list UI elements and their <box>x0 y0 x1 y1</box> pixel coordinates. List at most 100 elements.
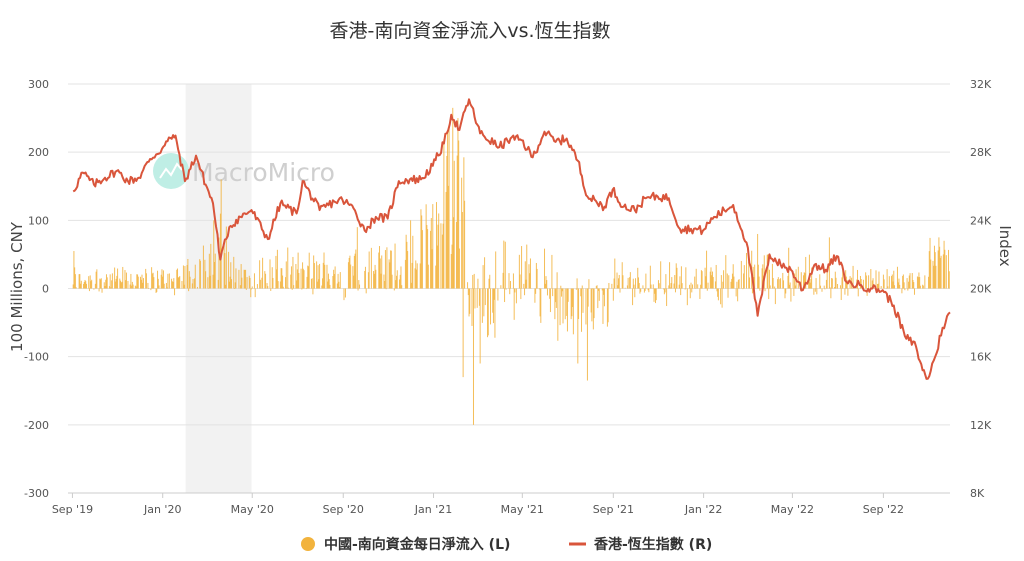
right-tick-label: 16K <box>970 351 992 364</box>
flow-bar <box>681 283 683 289</box>
flow-bar <box>463 157 465 289</box>
flow-bar <box>210 243 212 289</box>
flow-bar <box>777 277 779 289</box>
flow-bar <box>794 273 796 289</box>
flow-bar <box>766 254 768 289</box>
flow-bar <box>805 256 807 289</box>
flow-bar <box>368 251 370 289</box>
left-tick-label: 0 <box>42 283 49 296</box>
flow-bar <box>297 252 299 289</box>
flow-bar <box>762 264 764 289</box>
flow-bar <box>742 288 744 290</box>
flow-bar <box>649 265 651 289</box>
flow-bar <box>388 259 390 289</box>
flow-bar <box>509 280 511 289</box>
flow-bar <box>235 268 237 289</box>
flow-bar <box>809 282 811 289</box>
flow-bar <box>593 288 595 319</box>
flow-bar <box>399 274 401 289</box>
flow-bar <box>265 273 267 289</box>
flow-bar <box>802 275 804 289</box>
flow-bar <box>897 282 899 289</box>
flow-bar <box>192 279 194 289</box>
flow-bar <box>495 251 497 289</box>
flow-bar <box>638 283 640 289</box>
flow-bar <box>829 287 831 289</box>
flow-bar <box>131 285 133 289</box>
flow-bar <box>857 288 859 297</box>
flow-bar <box>380 273 382 289</box>
flow-bar <box>815 278 817 289</box>
series-bars <box>72 107 950 425</box>
flow-bar <box>430 218 432 289</box>
flow-bar <box>127 280 129 289</box>
flow-bar <box>473 273 475 289</box>
left-tick-label: 200 <box>28 146 49 159</box>
flow-bar <box>204 259 206 289</box>
flow-bar <box>595 286 597 289</box>
flow-bar <box>74 274 76 289</box>
flow-bar <box>519 274 521 289</box>
flow-bar <box>401 285 403 289</box>
flow-bar <box>576 278 578 289</box>
flow-bar <box>323 252 325 289</box>
flow-bar <box>100 279 102 289</box>
flow-bar <box>650 284 652 289</box>
flow-bar <box>787 275 789 289</box>
flow-bar <box>663 288 665 295</box>
flow-bar <box>451 244 453 289</box>
legend[interactable]: 中國-南向資金每日淨流入 (L) 香港-恆生指數 (R) <box>301 536 712 553</box>
flow-bar <box>913 288 915 295</box>
flow-bar <box>918 272 920 289</box>
flow-bar <box>642 285 644 289</box>
flow-bar <box>524 288 526 296</box>
flow-bar <box>834 287 836 289</box>
legend-label-line[interactable]: 香港-恆生指數 (R) <box>593 536 712 553</box>
flow-bar <box>316 261 318 289</box>
flow-bar <box>177 268 179 289</box>
flow-bar <box>891 274 893 289</box>
flow-bar <box>353 275 355 289</box>
flow-bar <box>634 288 636 298</box>
flow-bar <box>723 270 725 289</box>
flow-bar <box>202 245 204 289</box>
flow-bar <box>846 280 848 289</box>
flow-bar <box>243 269 245 289</box>
legend-label-bars[interactable]: 中國-南向資金每日淨流入 (L) <box>324 536 510 553</box>
flow-bar <box>768 288 770 300</box>
flow-bar <box>245 288 247 290</box>
x-tick-label: Sep '21 <box>593 503 634 516</box>
flow-bar <box>280 268 282 289</box>
flow-bar <box>540 288 542 323</box>
flow-bar <box>416 263 418 289</box>
flow-bar <box>324 264 326 289</box>
flow-bar <box>577 288 579 364</box>
flow-bar <box>640 288 642 292</box>
flow-bar <box>477 278 479 289</box>
flow-bar <box>924 275 926 289</box>
flow-bar <box>419 263 421 289</box>
flow-bar <box>695 268 697 289</box>
flow-bar <box>901 288 903 294</box>
flow-bar <box>521 246 523 289</box>
flow-bar <box>464 200 466 289</box>
flow-bar <box>685 267 687 289</box>
flow-bar <box>557 288 559 341</box>
flow-bar <box>704 267 706 289</box>
flow-bar <box>715 264 717 289</box>
flow-bar <box>270 288 272 291</box>
flow-bar <box>572 288 574 335</box>
flow-bar <box>321 285 323 289</box>
flow-bar <box>259 260 261 289</box>
flow-bar <box>111 280 113 289</box>
flow-bar <box>831 278 833 289</box>
right-tick-label: 20K <box>970 283 992 296</box>
flow-bar <box>130 273 132 289</box>
flow-bar <box>862 279 864 289</box>
flow-bar <box>223 241 225 289</box>
x-tick-label: Jan '22 <box>684 503 722 516</box>
flow-bar <box>306 276 308 289</box>
flow-bar <box>171 281 173 289</box>
flow-bar <box>844 288 846 295</box>
flow-bar <box>525 279 527 289</box>
